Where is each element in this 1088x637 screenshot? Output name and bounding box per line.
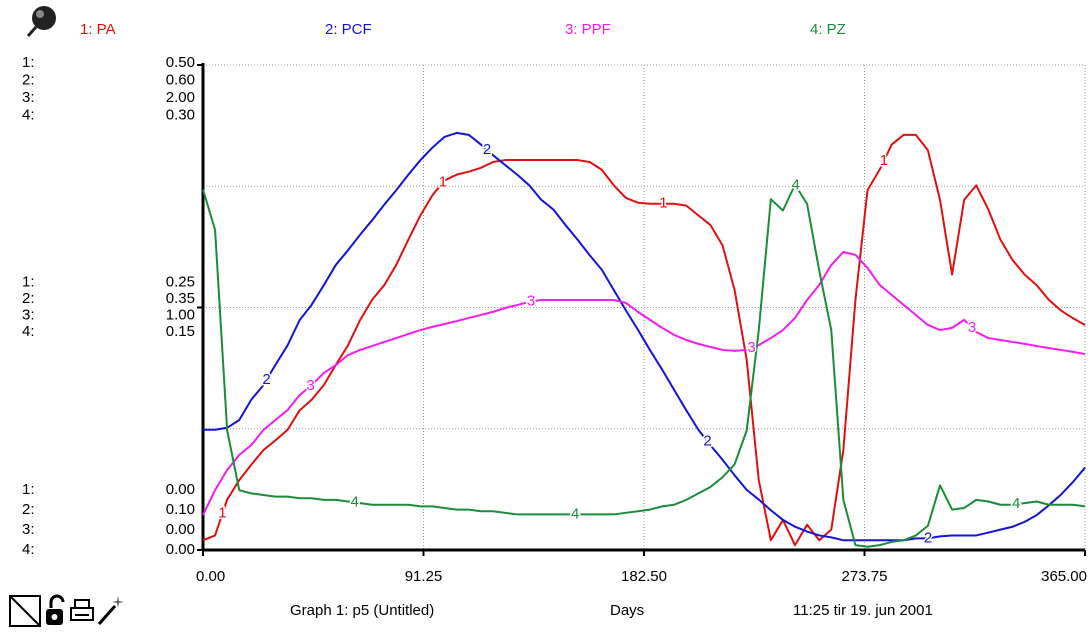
series-line (202, 133, 1086, 547)
curve-label: 3 (747, 339, 755, 356)
y-axis-key: 3: (22, 521, 35, 538)
curve-label: 4 (1012, 495, 1020, 512)
y-tick-label: 1.00 (166, 306, 195, 323)
curve-label: 2 (703, 432, 711, 449)
lock-icon[interactable] (46, 594, 65, 625)
series-line (203, 131, 1086, 542)
wand-icon[interactable] (97, 596, 124, 625)
y-tick-label: 0.25 (166, 273, 195, 290)
y-tick-label: 0.00 (166, 481, 195, 498)
curve-label: 3 (527, 293, 535, 310)
curve-label: 1 (659, 195, 667, 212)
legend-entry: 3: PPF (565, 21, 611, 38)
y-tick-label: 0.30 (166, 106, 195, 123)
y-tick-label: 0.10 (166, 501, 195, 518)
curve-label: 3 (306, 377, 314, 394)
y-tick-label: 2.00 (166, 89, 195, 106)
timestamp: 11:25 tir 19. jun 2001 (793, 602, 933, 619)
x-tick-label: 182.50 (621, 568, 667, 585)
y-tick-label: 0.00 (166, 541, 195, 558)
x-tick-label: 365.00 (1041, 568, 1087, 585)
y-axis-key: 2: (22, 71, 35, 88)
curve-label: 2 (924, 529, 932, 546)
legend-entry: 4: PZ (810, 21, 846, 38)
legend-entry: 2: PCF (325, 21, 372, 38)
curve-label: 4 (351, 493, 359, 510)
curve-label: 2 (262, 371, 270, 388)
x-tick-label: 0.00 (196, 568, 225, 585)
toolbar (9, 594, 124, 627)
y-tick-label: 0.00 (166, 521, 195, 538)
y-axis-key: 1: (22, 273, 35, 290)
graph-pad-icon[interactable] (26, 6, 56, 37)
resize-icon[interactable] (9, 595, 41, 627)
curve-label: 2 (483, 141, 491, 158)
curve-label: 4 (792, 177, 800, 194)
curve-label: 3 (968, 319, 976, 336)
x-tick-label: 273.75 (842, 568, 888, 585)
curve-label: 1 (218, 505, 226, 522)
y-axis-key: 2: (22, 290, 35, 307)
y-axis-key: 4: (22, 106, 35, 123)
series-line (202, 183, 1086, 548)
y-axis-key: 2: (22, 501, 35, 518)
curve-label: 1 (880, 152, 888, 169)
y-axis-key: 3: (22, 306, 35, 323)
y-tick-label: 0.60 (166, 71, 195, 88)
curve-label: 1 (439, 173, 447, 190)
y-tick-label: 0.35 (166, 290, 195, 307)
y-axis-key: 4: (22, 323, 35, 340)
graph-label: Graph 1: p5 (Untitled) (290, 602, 434, 619)
x-axis-label: Days (610, 602, 644, 619)
curve-label: 4 (571, 505, 579, 522)
y-axis-key: 1: (22, 54, 35, 71)
y-tick-label: 0.15 (166, 323, 195, 340)
y-axis-key: 1: (22, 481, 35, 498)
y-axis-key: 4: (22, 541, 35, 558)
print-icon[interactable] (70, 599, 94, 621)
series-line (202, 250, 1086, 516)
x-tick-label: 91.25 (405, 568, 443, 585)
y-tick-label: 0.50 (166, 54, 195, 71)
legend-entry: 1: PA (80, 21, 116, 38)
y-axis-key: 3: (22, 89, 35, 106)
